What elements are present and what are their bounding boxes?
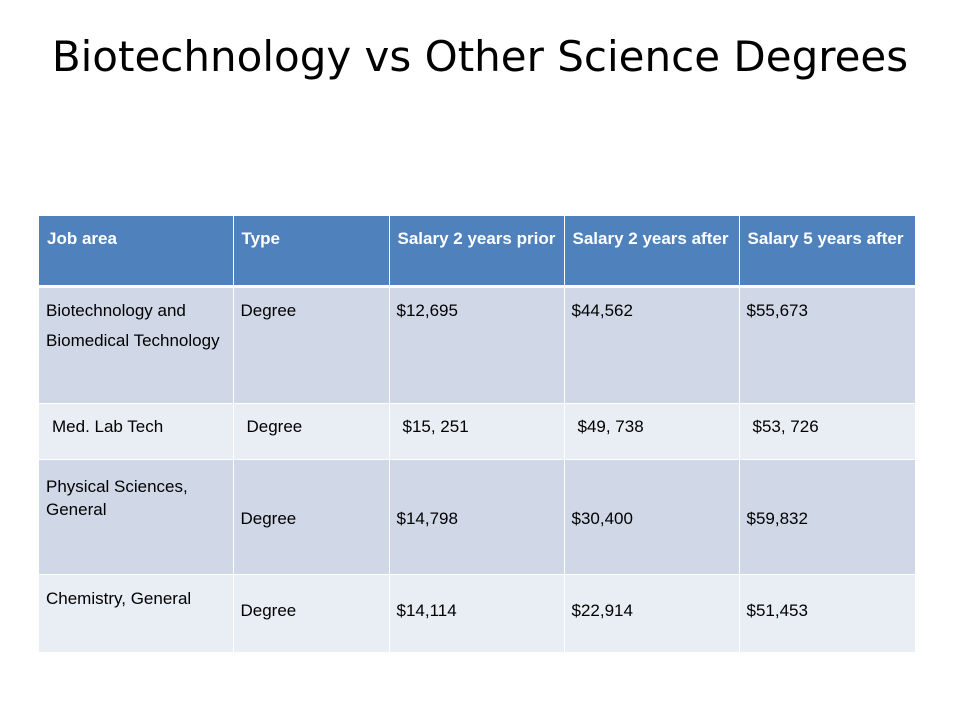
cell-type: Degree [233,574,390,653]
table-row: Biotechnology and Biomedical Technology … [39,286,915,404]
cell-salary-2-years-prior: $15, 251 [389,403,565,460]
cell-salary-2-years-after: $44,562 [564,286,740,404]
cell-job-area: Physical Sciences, General [39,459,234,575]
cell-type: Degree [233,459,390,575]
cell-job-area: Biotechnology and Biomedical Technology [39,286,234,404]
cell-salary-2-years-after: $22,914 [564,574,740,653]
salary-table: Job area Type Salary 2 years prior Salar… [39,216,915,653]
cell-salary-2-years-prior: $14,798 [389,459,565,575]
header-job-area: Job area [39,216,234,288]
cell-salary-5-years-after: $53, 726 [739,403,915,460]
cell-salary-5-years-after: $51,453 [739,574,915,653]
table-row: Med. Lab Tech Degree $15, 251 $49, 738 $… [39,403,915,460]
cell-job-area: Chemistry, General [39,574,234,653]
cell-job-area: Med. Lab Tech [39,403,234,460]
table-header-row: Job area Type Salary 2 years prior Salar… [39,216,915,288]
slide-title: Biotechnology vs Other Science Degrees [51,32,909,81]
header-type: Type [233,216,390,288]
header-salary-2-years-after: Salary 2 years after [564,216,740,288]
cell-salary-2-years-after: $49, 738 [564,403,740,460]
cell-salary-2-years-prior: $12,695 [389,286,565,404]
cell-salary-5-years-after: $55,673 [739,286,915,404]
header-salary-5-years-after: Salary 5 years after [739,216,915,288]
cell-salary-2-years-prior: $14,114 [389,574,565,653]
cell-type: Degree [233,403,390,460]
header-salary-2-years-prior: Salary 2 years prior [389,216,565,288]
cell-salary-2-years-after: $30,400 [564,459,740,575]
table-row: Physical Sciences, General Degree $14,79… [39,459,915,575]
cell-salary-5-years-after: $59,832 [739,459,915,575]
table-row: Chemistry, General Degree $14,114 $22,91… [39,574,915,653]
cell-type: Degree [233,286,390,404]
